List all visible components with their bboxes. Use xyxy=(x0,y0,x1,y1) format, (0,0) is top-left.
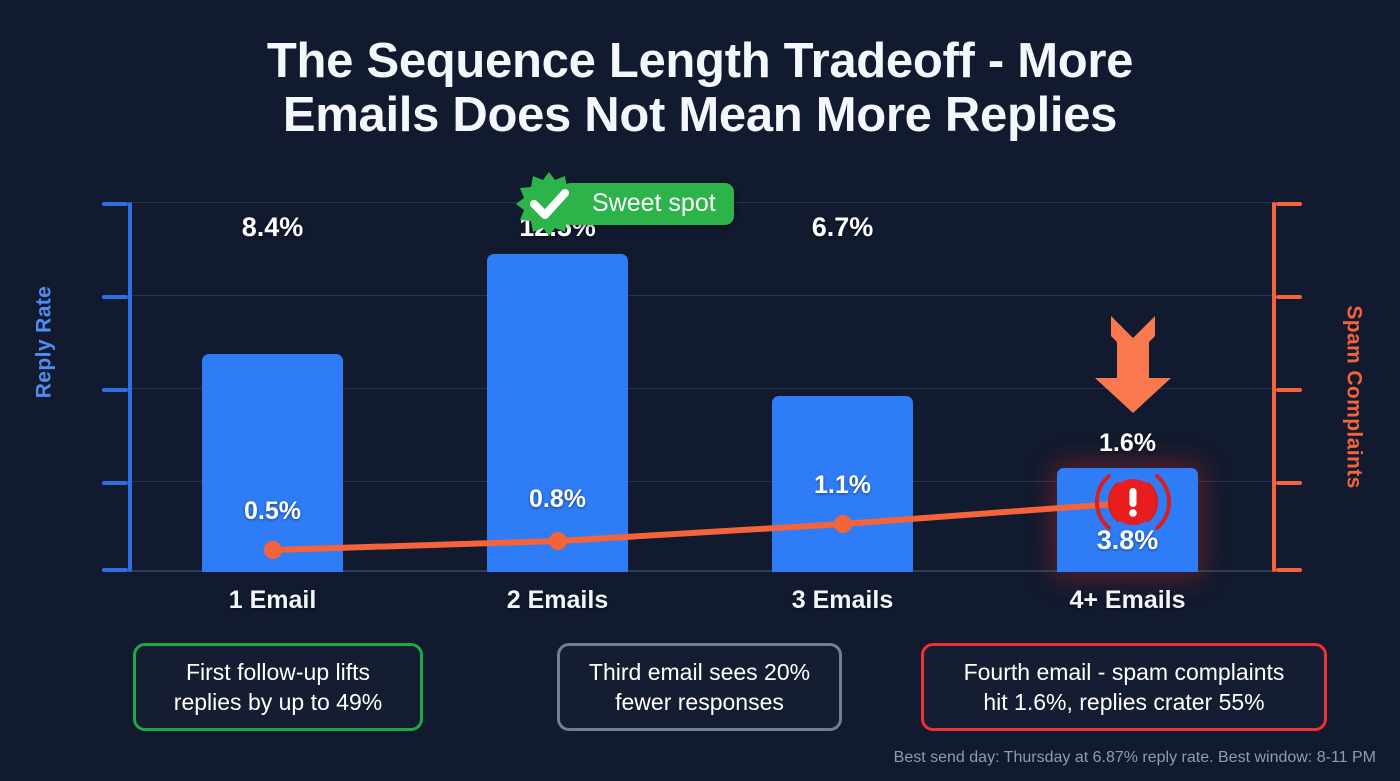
category-label-2: 2 Emails xyxy=(506,586,609,614)
axis-tick xyxy=(1276,481,1302,485)
axis-tick xyxy=(102,388,128,392)
axis-tick xyxy=(102,202,128,206)
check-badge-icon xyxy=(516,171,582,237)
bar-value-reply-1: 8.4% xyxy=(241,212,304,242)
axis-tick xyxy=(102,481,128,485)
chart-title: The Sequence Length Tradeoff - More Emai… xyxy=(266,34,1134,142)
category-label-1: 1 Email xyxy=(228,586,317,614)
y-axis-left xyxy=(102,202,132,572)
spam-alert-icon xyxy=(1078,460,1188,544)
callout-3: Fourth email - spam complaints hit 1.6%,… xyxy=(921,643,1327,731)
footer-note: Best send day: Thursday at 6.87% reply r… xyxy=(893,749,1376,766)
x-axis-baseline xyxy=(131,570,1274,572)
callout-1: First follow-up lifts replies by up to 4… xyxy=(133,643,423,731)
y-axis-left-label: Reply Rate xyxy=(32,285,56,399)
axis-tick xyxy=(1276,568,1302,572)
bar-value-spam-2: 0.8% xyxy=(529,485,586,513)
axis-tick xyxy=(1276,295,1302,299)
category-label-3: 3 Emails xyxy=(791,586,894,614)
y-axis-right xyxy=(1272,202,1302,572)
axis-tick xyxy=(102,295,128,299)
bar-group-2[interactable]: 12.5% 0.8% xyxy=(487,202,628,572)
bar-group-1[interactable]: 8.4% 0.5% xyxy=(202,202,343,572)
sweet-spot-label: Sweet spot xyxy=(562,183,734,225)
drop-arrow-icon xyxy=(1087,314,1179,419)
gridline xyxy=(131,388,1274,389)
sweet-spot-badge[interactable]: Sweet spot xyxy=(516,172,734,236)
y-axis-right-label: Spam Complaints xyxy=(1342,305,1366,489)
bar-value-reply-3: 6.7% xyxy=(811,212,874,242)
axis-tick xyxy=(1276,388,1302,392)
bar-value-spam-4: 1.6% xyxy=(1099,429,1156,457)
gridline xyxy=(131,481,1274,482)
bar-reply-2[interactable] xyxy=(487,254,628,572)
category-label-4: 4+ Emails xyxy=(1069,586,1186,614)
axis-tick xyxy=(1276,202,1302,206)
gridline xyxy=(131,295,1274,296)
bar-value-spam-1: 0.5% xyxy=(244,497,301,525)
bar-value-spam-3: 1.1% xyxy=(814,471,871,499)
bar-group-3[interactable]: 6.7% 1.1% xyxy=(772,202,913,572)
axis-tick xyxy=(102,568,128,572)
callout-2: Third email sees 20% fewer responses xyxy=(557,643,842,731)
